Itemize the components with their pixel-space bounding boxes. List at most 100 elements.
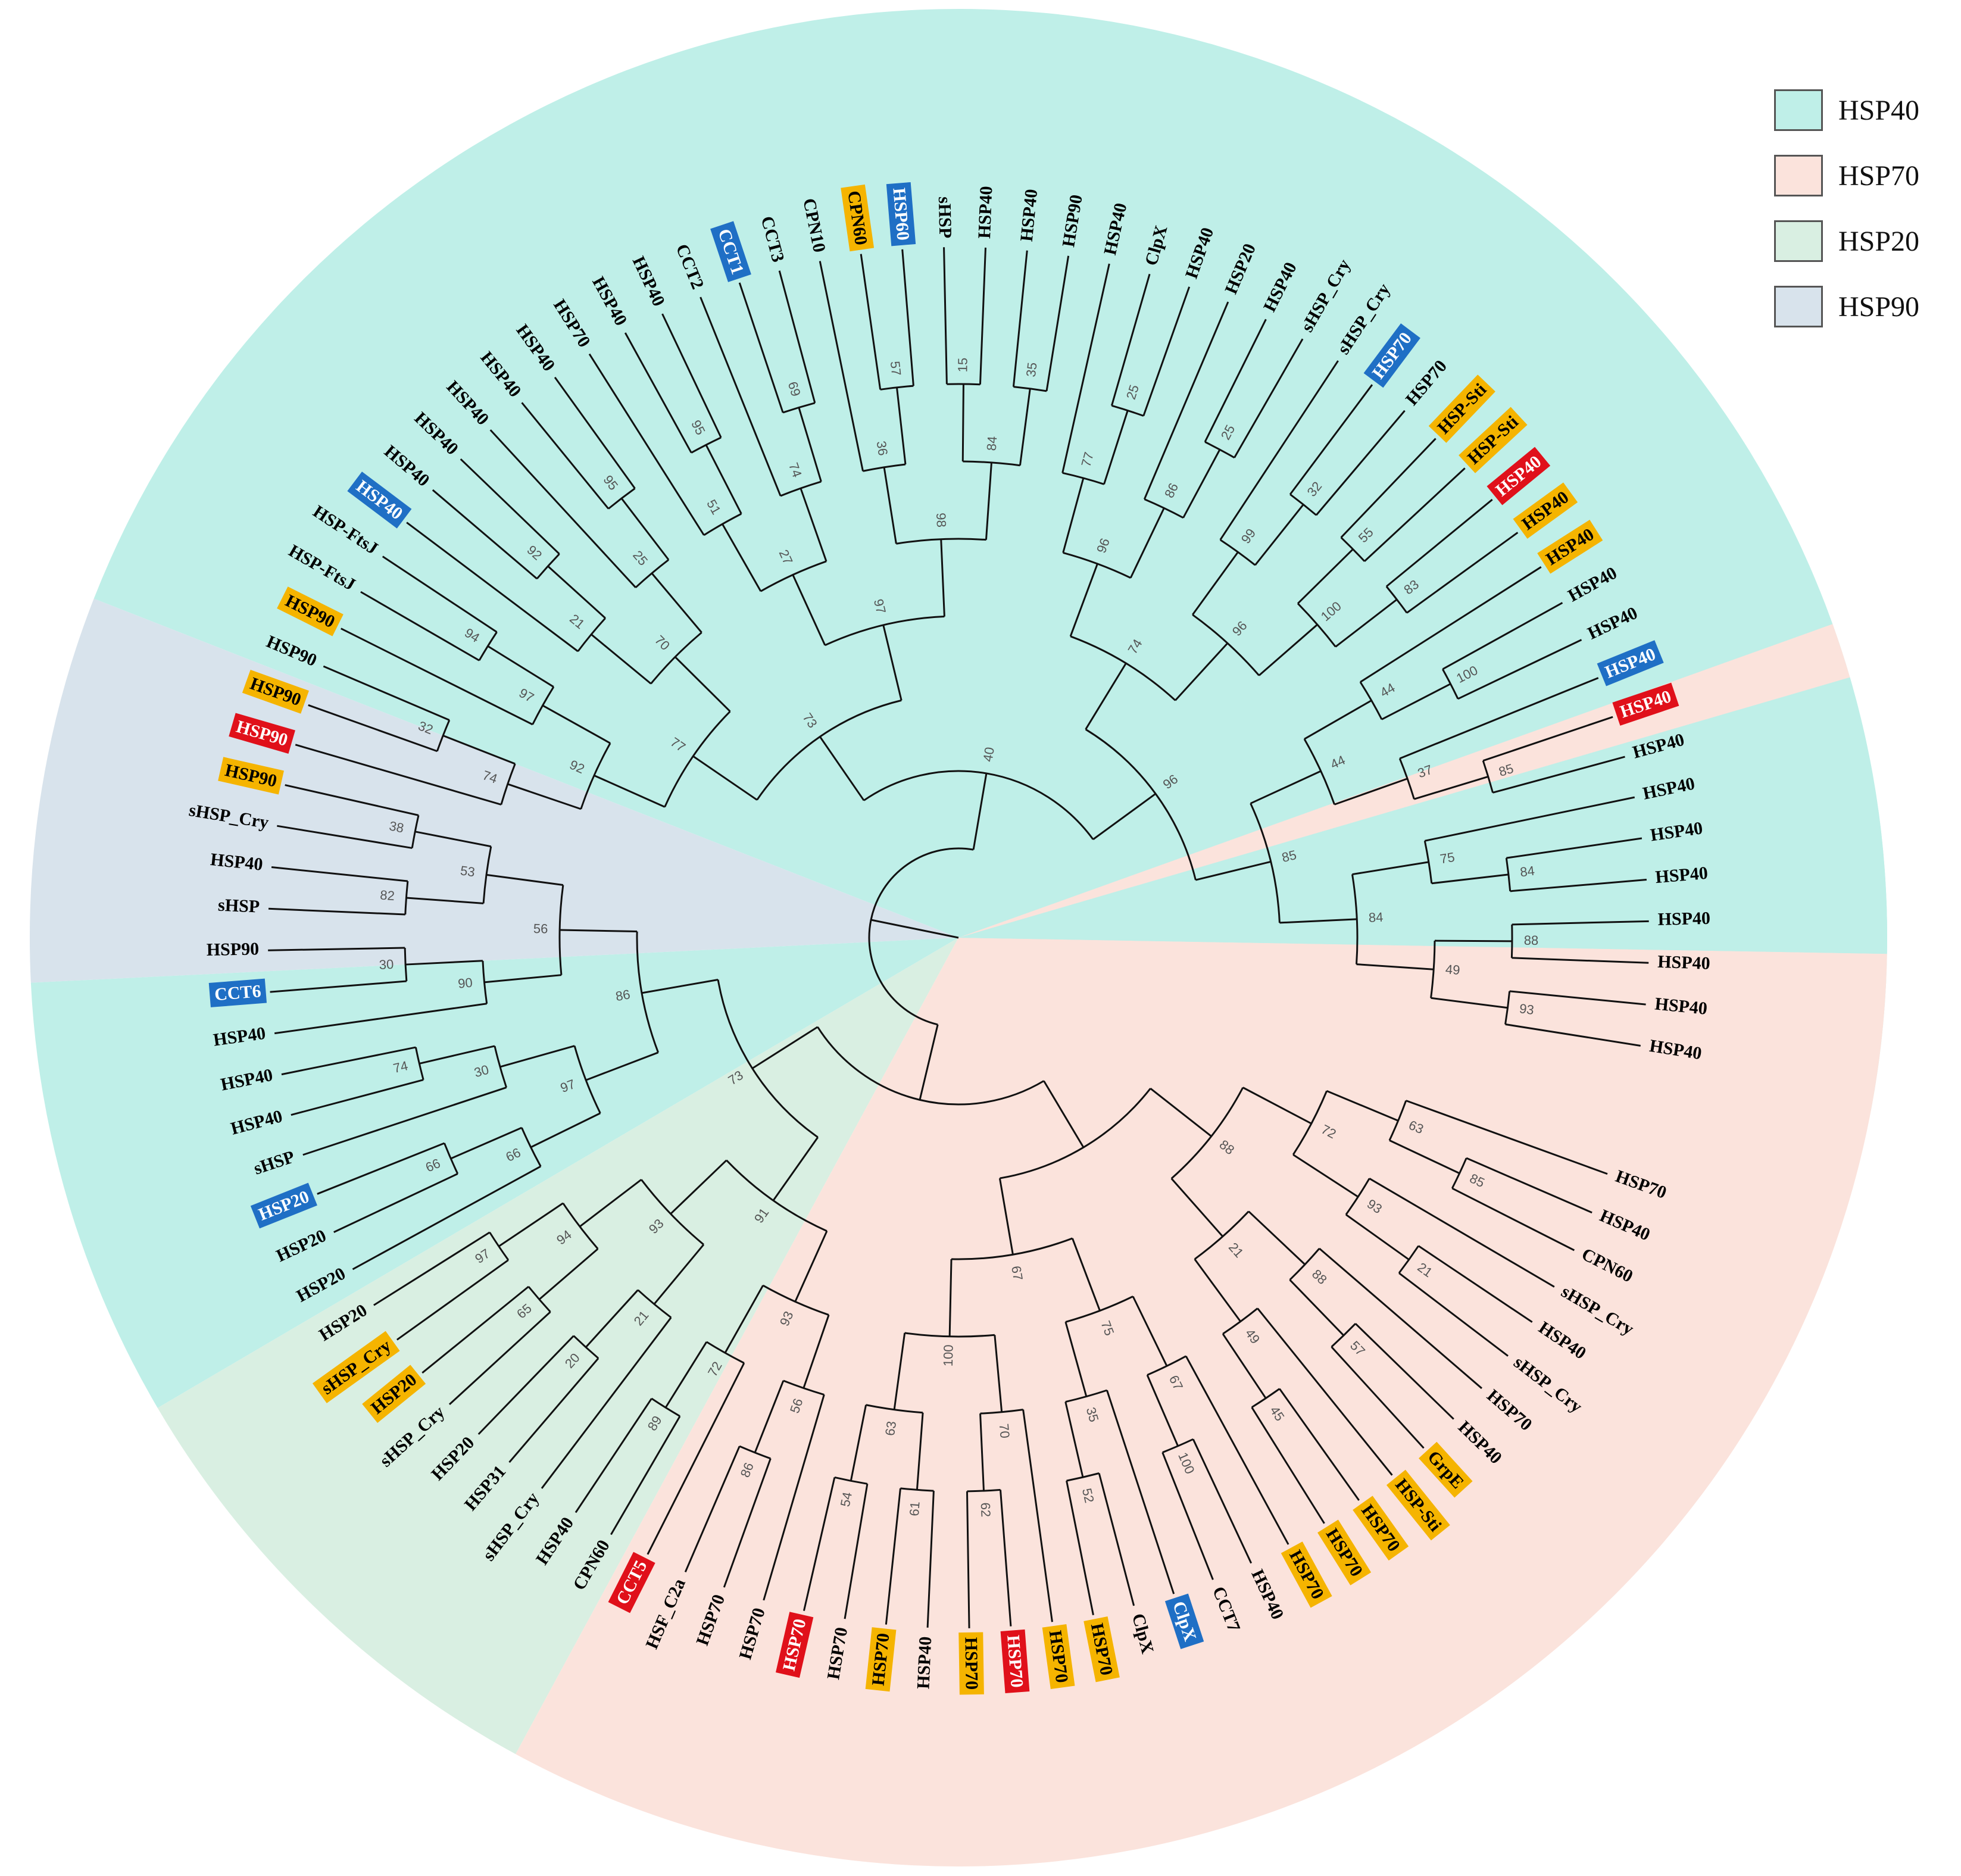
branch [1062, 477, 1085, 553]
branch-arc [1204, 441, 1235, 459]
bootstrap-value: 97 [871, 598, 889, 616]
branch [1019, 388, 1031, 466]
leaf-text: sHSP [935, 196, 955, 239]
branch [406, 522, 579, 653]
leaf-label: sHSP [935, 196, 955, 239]
branch [1195, 860, 1272, 881]
branch [1098, 1473, 1135, 1606]
leaf-highlight [865, 1627, 897, 1692]
branch [352, 1165, 541, 1271]
branch [674, 656, 731, 712]
branch [1431, 997, 1508, 1009]
branch-arc [489, 1232, 510, 1261]
branch [802, 1315, 830, 1389]
branch-arc [1331, 1323, 1356, 1348]
branch [1512, 957, 1649, 964]
branch [1292, 1154, 1359, 1198]
branch [1509, 990, 1646, 1006]
branch [850, 1404, 867, 1481]
branch [610, 1415, 681, 1535]
bootstrap-value: 38 [388, 818, 405, 835]
branch [999, 1490, 1012, 1627]
leaf-highlight [1487, 447, 1551, 505]
branch [723, 1458, 772, 1588]
branch [1250, 770, 1322, 804]
leaf-label: HSP90 [207, 939, 260, 960]
branch [1103, 410, 1129, 485]
branch-arc [1482, 760, 1494, 793]
legend: HSP40 HSP70 HSP20 HSP90 [1774, 77, 1919, 339]
leaf-highlight [886, 182, 916, 246]
leaf-text: HSP60 [889, 187, 913, 241]
branch-arc [650, 632, 702, 685]
branch-arc [404, 948, 408, 982]
branch [798, 407, 822, 482]
branch [554, 376, 636, 489]
leaf-label: CPN60 [841, 184, 875, 252]
branch [460, 458, 560, 555]
branch [1510, 878, 1647, 892]
branch [341, 628, 533, 726]
branch [396, 1259, 509, 1341]
legend-item-hsp40: HSP40 [1774, 77, 1919, 143]
branch [1431, 873, 1509, 885]
branch [1289, 1279, 1345, 1337]
leaf-label: HSP40 [975, 186, 996, 239]
leaf-highlight [841, 184, 875, 252]
branch-arc [1192, 614, 1260, 676]
root-branch [870, 919, 959, 939]
branch [647, 1362, 745, 1555]
branch [414, 831, 492, 848]
branch-arc [1398, 1245, 1419, 1274]
leaf-highlight [1386, 1469, 1450, 1541]
legend-swatch-hsp40 [1774, 89, 1823, 131]
branch-arc [834, 1476, 868, 1485]
branch [487, 645, 554, 688]
branch [1146, 1374, 1179, 1447]
branch [560, 929, 638, 933]
branch [585, 1289, 639, 1348]
branch [1194, 1259, 1241, 1322]
branch [1143, 301, 1229, 500]
branch [285, 784, 419, 816]
bootstrap-value: 75 [1439, 850, 1456, 867]
branch [692, 755, 758, 801]
legend-swatch-hsp20 [1774, 220, 1823, 262]
branch [588, 353, 705, 536]
branch [281, 1046, 416, 1076]
leaf-highlight [1317, 1519, 1372, 1585]
branch [754, 1380, 785, 1453]
branch [724, 1285, 764, 1354]
bootstrap-value: 54 [838, 1491, 855, 1508]
branch [653, 1244, 705, 1305]
branch [1222, 1333, 1267, 1399]
branch [1064, 1401, 1084, 1478]
branch [1492, 756, 1625, 794]
branch [270, 980, 407, 993]
branch [883, 467, 897, 544]
branch [1466, 1157, 1592, 1214]
branch [1242, 1087, 1312, 1125]
leaf-highlight [1419, 1441, 1473, 1498]
leaf-text: sHSP [217, 895, 260, 917]
bootstrap-value: 30 [379, 957, 394, 972]
branch [499, 1045, 575, 1068]
branch [751, 1026, 819, 1069]
branch-arc [494, 1045, 508, 1088]
branch [1457, 639, 1582, 700]
bootstrap-value: 74 [392, 1058, 410, 1076]
leaf-label: CCT5 [608, 1552, 655, 1613]
branch [972, 773, 988, 850]
branch [541, 1317, 672, 1489]
branch [1043, 1080, 1085, 1148]
branch [966, 1491, 970, 1628]
leaf-highlight [1597, 640, 1664, 686]
bootstrap-value: 70 [997, 1423, 1013, 1439]
bootstrap-value: 53 [460, 863, 476, 879]
branch [1352, 861, 1429, 876]
branch [1482, 716, 1613, 762]
branch [926, 1491, 935, 1628]
leaf-text: HSP40 [1657, 909, 1710, 929]
leaf-label: HSP70 [865, 1627, 897, 1692]
bootstrap-value: 35 [1023, 361, 1040, 378]
